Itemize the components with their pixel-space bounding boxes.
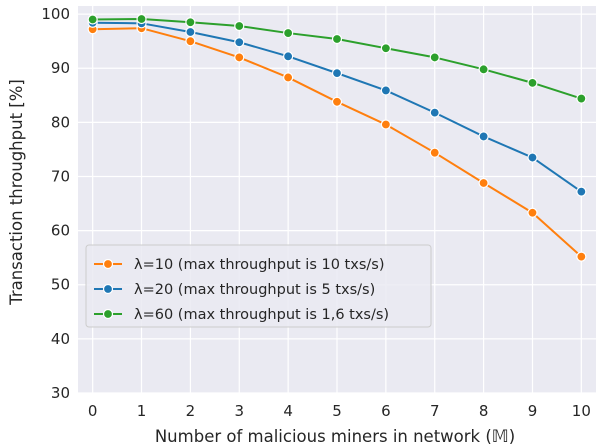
y-axis-label: Transaction throughput [%]: [7, 79, 26, 306]
series-1: [87, 17, 587, 197]
y-tick-label: 70: [51, 167, 70, 185]
data-point: [527, 152, 538, 163]
x-tick-label: 10: [572, 402, 591, 420]
legend-marker: [102, 308, 114, 320]
data-point: [527, 207, 538, 218]
axis-ticks: 0 1 2 3 4 5 6 7 8 9 10 30 40 50 60 70 80 90 100: [41, 5, 591, 420]
data-point: [429, 52, 440, 63]
series-lines: [87, 13, 587, 262]
data-point: [283, 51, 294, 62]
legend-label: λ=60 (max throughput is 1,6 txs/s): [134, 307, 389, 323]
y-tick-label: 80: [51, 113, 70, 131]
legend-item: λ=10 (max throughput is 10 txs/s): [94, 257, 384, 273]
data-point: [185, 36, 196, 47]
data-point: [478, 131, 489, 142]
data-point: [380, 119, 391, 130]
data-point: [576, 186, 587, 197]
data-point: [331, 33, 343, 45]
x-tick-label: 5: [332, 402, 342, 420]
data-point: [87, 14, 98, 25]
y-tick-label: 90: [51, 59, 70, 77]
data-point: [234, 52, 245, 63]
data-point: [429, 107, 440, 118]
data-point: [136, 13, 147, 25]
y-tick-label: 30: [51, 384, 70, 402]
data-point: [283, 72, 294, 83]
legend-marker: [102, 283, 114, 295]
x-tick-label: 3: [234, 402, 244, 420]
data-point: [576, 93, 587, 104]
data-point: [331, 68, 343, 79]
data-point: [576, 251, 587, 262]
legend-box: [85, 244, 432, 328]
x-axis-label: Number of malicious miners in network (𝕄…: [155, 427, 515, 446]
x-tick-label: 9: [528, 402, 538, 420]
data-point: [234, 37, 245, 48]
x-tick-label: 2: [186, 402, 196, 420]
data-point: [234, 20, 245, 32]
x-tick-label: 8: [479, 402, 489, 420]
legend-item: λ=60 (max throughput is 1,6 txs/s): [94, 307, 389, 323]
x-tick-label: 6: [381, 402, 391, 420]
legend: λ=10 (max throughput is 10 txs/s) λ=20 (m…: [85, 244, 432, 328]
data-point: [185, 26, 196, 38]
x-tick-label: 4: [283, 402, 293, 420]
y-tick-label: 60: [51, 222, 70, 240]
data-point: [527, 77, 538, 88]
x-tick-label: 1: [137, 402, 147, 420]
data-point: [478, 64, 489, 75]
data-point: [478, 177, 489, 189]
legend-marker: [102, 258, 114, 270]
legend-label: λ=10 (max throughput is 10 txs/s): [134, 257, 384, 273]
data-point: [283, 27, 294, 39]
legend-label: λ=20 (max throughput is 5 txs/s): [134, 282, 375, 298]
legend-item: λ=20 (max throughput is 5 txs/s): [94, 282, 375, 298]
data-point: [380, 43, 391, 54]
y-tick-label: 50: [51, 276, 70, 294]
series-2: [87, 13, 587, 104]
data-point: [185, 17, 196, 28]
y-tick-label: 40: [51, 330, 70, 348]
data-point: [380, 85, 391, 96]
data-point: [429, 147, 440, 158]
x-tick-label: 7: [430, 402, 440, 420]
y-tick-label: 100: [41, 5, 70, 23]
data-point: [331, 96, 343, 107]
x-tick-label: 0: [88, 402, 98, 420]
